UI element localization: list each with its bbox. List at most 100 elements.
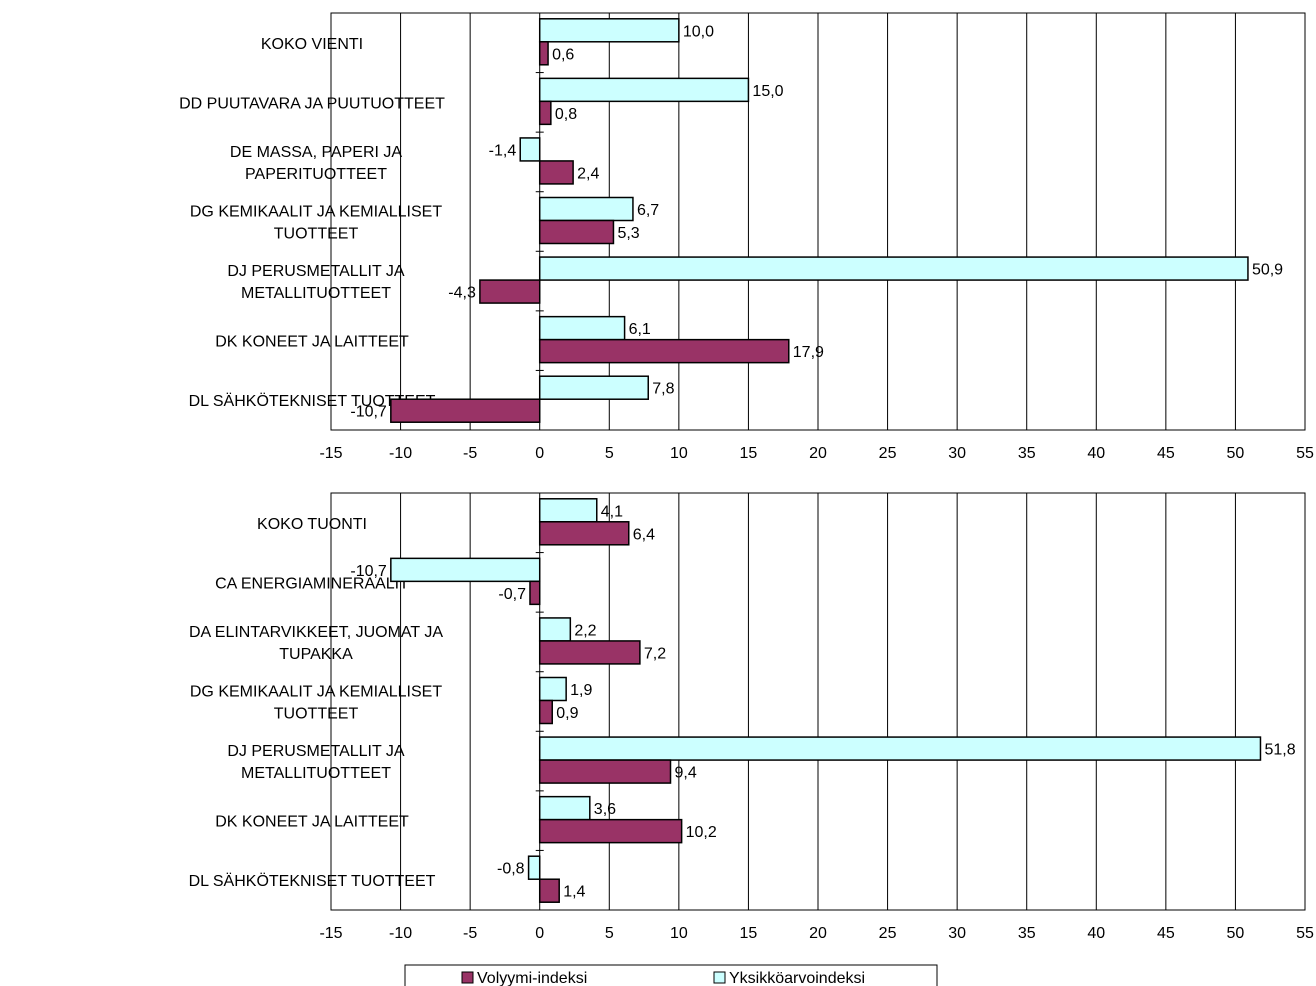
category-label: DD PUUTAVARA JA PUUTUOTTEET <box>179 95 445 112</box>
x-tick-label: -5 <box>463 925 477 942</box>
data-label: 10,0 <box>683 23 714 40</box>
chart-panel-import: -15 -10 -5 0 5 10 15 20 25 30 35 40 45 50 55 KOKO TUONT… <box>189 492 1314 942</box>
bar-unit-value <box>527 855 541 880</box>
data-label: 4,1 <box>601 503 623 520</box>
data-label: 6,4 <box>633 526 655 543</box>
x-tick-label: 40 <box>1087 925 1105 942</box>
x-tick-label: 15 <box>740 925 758 942</box>
x-tick-label: 50 <box>1227 925 1245 942</box>
data-label: 51,8 <box>1264 742 1295 759</box>
bar-volume <box>538 818 683 844</box>
legend-swatch-unit-value <box>713 971 726 984</box>
x-tick-label: 15 <box>740 445 758 462</box>
category-label: METALLITUOTTEET <box>241 765 391 782</box>
bar-unit-value <box>538 315 626 341</box>
x-tick-label: -15 <box>319 925 342 942</box>
bar-unit-value <box>538 676 567 702</box>
category-label: DK KONEET JA LAITTEET <box>215 334 409 351</box>
bar-volume <box>538 219 615 245</box>
bar-unit-value <box>538 196 634 222</box>
bar-volume <box>529 580 541 606</box>
data-label: 2,2 <box>574 622 596 639</box>
bar-volume <box>538 160 574 185</box>
x-tick-label: 20 <box>809 445 827 462</box>
x-tick-label: 50 <box>1227 445 1245 462</box>
data-label: -4,3 <box>448 285 476 302</box>
bar-volume <box>538 640 641 665</box>
category-label: CA ENERGIAMINERAALIT <box>215 575 409 592</box>
data-label: -0,8 <box>497 861 525 878</box>
bar-volume <box>538 699 553 725</box>
x-tick-label: 0 <box>535 925 544 942</box>
category-label: KOKO TUONTI <box>257 516 367 533</box>
data-label: -1,4 <box>489 142 517 159</box>
bar-volume <box>538 338 790 364</box>
bar-unit-value <box>390 557 541 583</box>
x-tick-label: 30 <box>948 925 966 942</box>
x-tick-label: 45 <box>1157 925 1175 942</box>
bar-unit-value <box>538 375 649 400</box>
category-label: DE MASSA, PAPERI JA <box>230 144 403 161</box>
chart-legend: Volyymi-indeksi Yksikköarvoindeksi <box>404 964 938 986</box>
data-label: 0,8 <box>555 106 577 123</box>
x-tick-label: 20 <box>809 925 827 942</box>
legend-label-unit-value: Yksikköarvoindeksi <box>729 970 865 986</box>
bar-unit-value <box>538 498 598 523</box>
legend-swatch-volume <box>461 971 474 984</box>
data-label: 6,7 <box>637 202 659 219</box>
x-tick-label: -10 <box>389 925 412 942</box>
category-label: DJ PERUSMETALLIT JA <box>227 263 405 280</box>
x-tick-label: 10 <box>670 445 688 462</box>
category-label: DG KEMIKAALIT JA KEMIALLISET <box>190 684 442 701</box>
bar-unit-value <box>519 137 541 162</box>
x-tick-label: 45 <box>1157 445 1175 462</box>
x-tick-label: 0 <box>535 445 544 462</box>
bar-volume <box>538 100 552 126</box>
category-label: DK KONEET JA LAITTEET <box>215 814 409 831</box>
data-label: 15,0 <box>752 83 783 100</box>
bar-volume <box>479 279 541 304</box>
x-tick-label: 40 <box>1087 445 1105 462</box>
bar-unit-value <box>538 795 591 821</box>
x-tick-label: 25 <box>879 445 897 462</box>
data-label: 0,6 <box>552 46 574 63</box>
data-label: 9,4 <box>675 765 697 782</box>
data-label: 5,3 <box>617 225 639 242</box>
x-tick-label: -10 <box>389 445 412 462</box>
bar-volume <box>538 878 560 903</box>
bar-unit-value <box>538 256 1249 281</box>
category-label: TUOTTEET <box>274 706 359 723</box>
data-label: 17,9 <box>793 344 824 361</box>
x-tick-label: 10 <box>670 925 688 942</box>
category-label: DA ELINTARVIKKEET, JUOMAT JA <box>189 624 443 641</box>
data-label: 2,4 <box>577 165 599 182</box>
category-label: TUPAKKA <box>279 646 353 663</box>
data-label: 1,9 <box>570 682 592 699</box>
data-label: 7,8 <box>652 381 674 398</box>
x-tick-label: 55 <box>1296 445 1314 462</box>
x-tick-label: -15 <box>319 445 342 462</box>
data-label: 50,9 <box>1252 262 1283 279</box>
category-label: DJ PERUSMETALLIT JA <box>227 743 405 760</box>
x-tick-label: 5 <box>605 445 614 462</box>
legend-label-volume: Volyymi-indeksi <box>477 970 587 986</box>
category-label: DL SÄHKÖTEKNISET TUOTTEET <box>189 872 436 890</box>
bar-unit-value <box>538 18 680 43</box>
data-label: 3,6 <box>594 801 616 818</box>
bar-volume <box>390 398 541 423</box>
category-label: PAPERITUOTTEET <box>245 166 387 183</box>
category-label: DL SÄHKÖTEKNISET TUOTTEET <box>189 392 436 410</box>
x-tick-label: 35 <box>1018 925 1036 942</box>
data-label: 10,2 <box>686 824 717 841</box>
x-tick-label: 55 <box>1296 925 1314 942</box>
x-tick-label: 35 <box>1018 445 1036 462</box>
data-label: 6,1 <box>629 321 651 338</box>
chart-panel-export: -15 -10 -5 0 5 10 15 20 25 30 35 40 45 50 55 KOKO VIENT… <box>179 12 1314 462</box>
x-tick-label: 30 <box>948 445 966 462</box>
bar-unit-value <box>538 617 572 642</box>
data-label: 1,4 <box>563 884 585 901</box>
category-label: DG KEMIKAALIT JA KEMIALLISET <box>190 204 442 221</box>
x-tick-label: 5 <box>605 925 614 942</box>
bar-unit-value <box>538 77 750 103</box>
